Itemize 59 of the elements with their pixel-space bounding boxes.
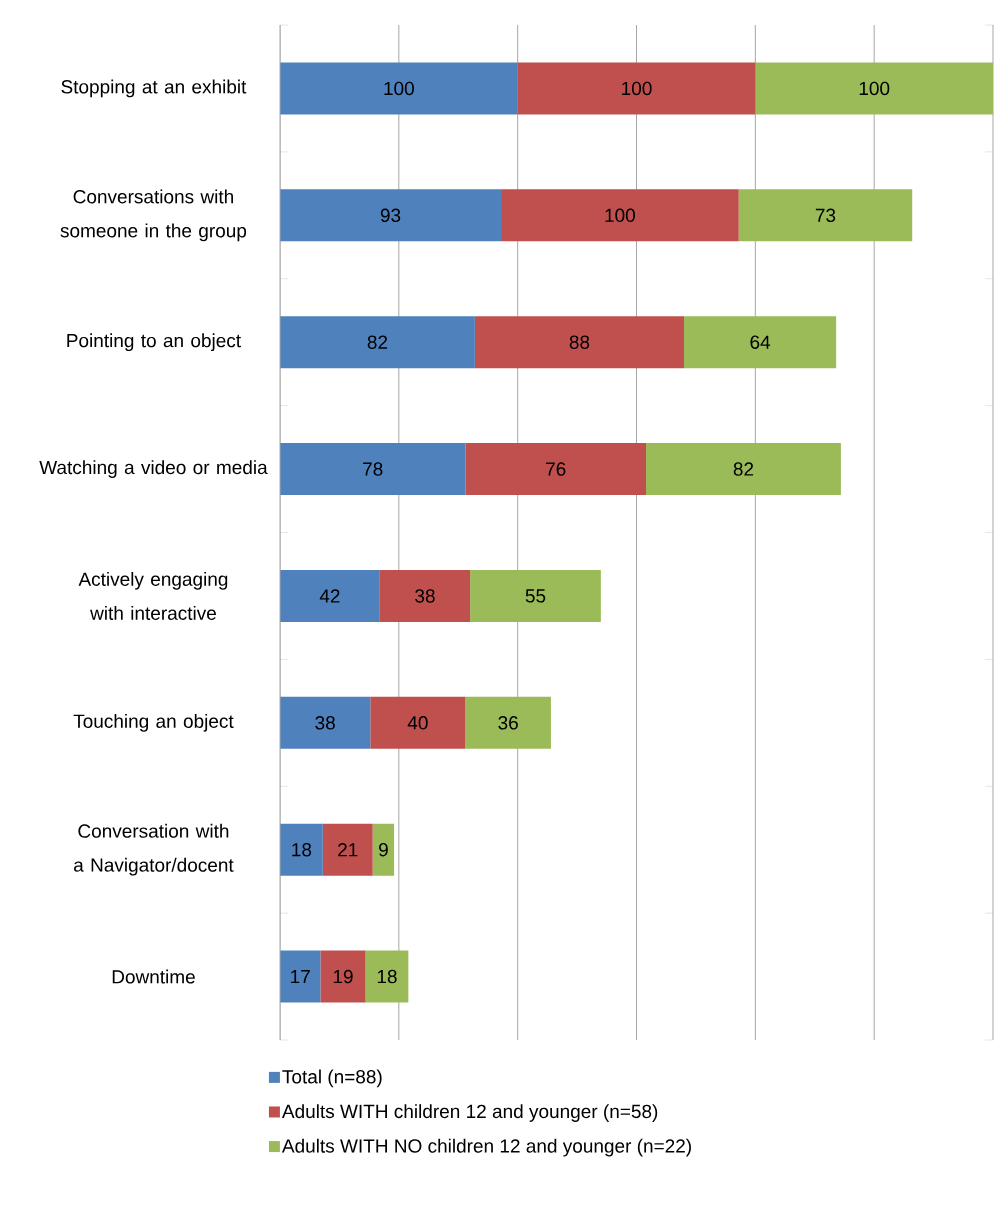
bar — [755, 62, 994, 115]
bar — [379, 569, 471, 622]
bar — [280, 62, 518, 115]
bar — [470, 569, 601, 622]
bar — [280, 569, 380, 622]
data-label: 38 — [415, 589, 435, 603]
data-label: 18 — [377, 969, 397, 984]
data-label: 18 — [292, 842, 312, 857]
bar — [465, 443, 647, 496]
data-label: 9 — [379, 842, 388, 857]
bar — [280, 950, 321, 1003]
bar — [280, 443, 466, 496]
bar — [646, 443, 841, 496]
bar — [320, 950, 366, 1003]
y-tick-label: Stopping at an exhibit — [61, 79, 247, 98]
bar — [280, 316, 475, 369]
data-label: 19 — [333, 969, 353, 984]
data-label: 21 — [338, 843, 358, 857]
bar — [365, 950, 409, 1003]
data-label: 76 — [546, 462, 566, 476]
data-label: 38 — [315, 716, 335, 730]
bar — [370, 696, 466, 749]
data-label: 88 — [569, 335, 590, 349]
legend-label: Adults WITH children 12 and younger (n=58) — [281, 1104, 658, 1122]
data-label: 73 — [815, 208, 836, 223]
data-label: 82 — [733, 462, 754, 476]
bar — [322, 823, 373, 876]
data-label: 64 — [750, 335, 771, 349]
data-label: 100 — [859, 81, 890, 96]
legend-label: Adults WITH NO children 12 and younger (n=22) — [281, 1138, 691, 1157]
data-label: 40 — [407, 716, 428, 730]
data-label: 55 — [525, 589, 546, 603]
bar — [372, 823, 395, 876]
data-label: 36 — [498, 716, 518, 730]
y-tick-label: Pointing to an object — [67, 333, 241, 352]
data-label: 100 — [605, 208, 635, 223]
y-tick-label: Conversation with a Navigator/docent — [74, 823, 234, 876]
y-tick-label: Touching an object — [73, 713, 234, 732]
y-tick-label: Watching a video or media — [39, 460, 268, 478]
bar — [517, 62, 756, 115]
legend-label: Total (n=88) — [282, 1069, 382, 1088]
bar — [465, 696, 551, 749]
data-label: 100 — [622, 81, 652, 96]
bar — [684, 316, 837, 369]
bar — [501, 189, 739, 242]
data-label: 42 — [319, 589, 340, 603]
data-label: 93 — [380, 208, 401, 223]
y-tick-label: Downtime — [112, 969, 195, 984]
y-tick-label: Actively engaging with interactive — [78, 571, 228, 620]
bar — [280, 823, 323, 876]
bar — [280, 189, 502, 242]
data-label: 82 — [367, 335, 388, 349]
data-label: 78 — [363, 462, 383, 476]
bar — [280, 696, 371, 749]
bar — [738, 189, 913, 242]
y-tick-label: Conversations with someone in the group — [60, 189, 247, 242]
bar — [474, 316, 685, 369]
data-label: 17 — [291, 970, 310, 984]
data-label: 100 — [384, 81, 414, 96]
